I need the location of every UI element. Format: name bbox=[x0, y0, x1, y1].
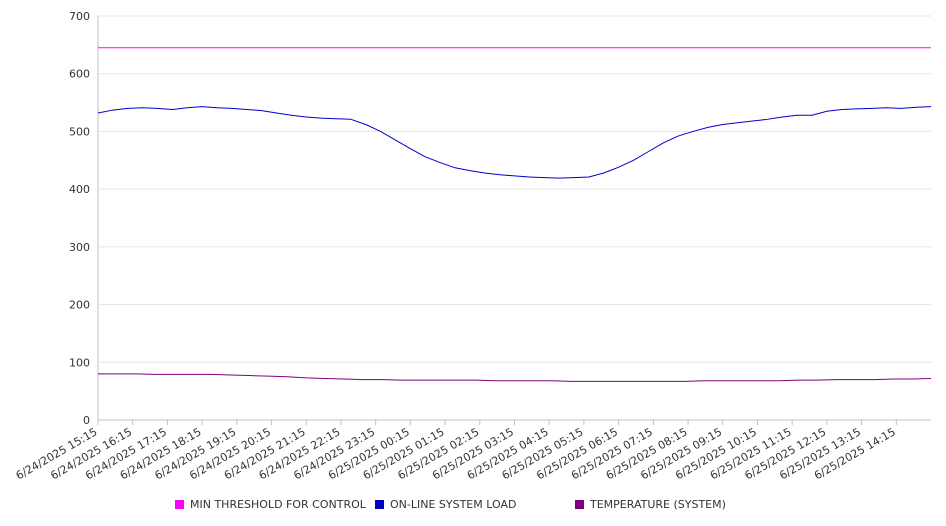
y-tick-label: 100 bbox=[69, 356, 90, 369]
axes bbox=[97, 16, 931, 421]
y-tick-label: 400 bbox=[69, 183, 90, 196]
y-axis-ticks: 0 100 200 300 400 500 600 700 bbox=[69, 10, 90, 427]
y-tick-label: 300 bbox=[69, 241, 90, 254]
series-line-2 bbox=[98, 373, 932, 382]
legend: MIN THRESHOLD FOR CONTROL ON-LINE SYSTEM… bbox=[0, 498, 946, 514]
y-tick-label: 200 bbox=[69, 299, 90, 312]
legend-swatch-icon bbox=[375, 500, 384, 509]
legend-label: TEMPERATURE (SYSTEM) bbox=[590, 498, 726, 511]
series-line-1 bbox=[97, 106, 932, 179]
grid-lines bbox=[98, 15, 931, 363]
x-axis-ticks: 6/24/2025 15:156/24/2025 16:156/24/2025 … bbox=[14, 420, 898, 482]
legend-item-min-threshold: MIN THRESHOLD FOR CONTROL bbox=[175, 498, 366, 511]
legend-item-system-load: ON-LINE SYSTEM LOAD bbox=[375, 498, 516, 511]
y-tick-label: 600 bbox=[69, 68, 90, 81]
legend-swatch-icon bbox=[575, 500, 584, 509]
y-tick-label: 700 bbox=[69, 10, 90, 23]
legend-item-temperature: TEMPERATURE (SYSTEM) bbox=[575, 498, 726, 511]
legend-swatch-icon bbox=[175, 500, 184, 509]
legend-label: MIN THRESHOLD FOR CONTROL bbox=[190, 498, 366, 511]
y-tick-label: 500 bbox=[69, 125, 90, 138]
legend-label: ON-LINE SYSTEM LOAD bbox=[390, 498, 517, 511]
series-lines bbox=[97, 47, 932, 382]
y-tick-label: 0 bbox=[83, 414, 90, 427]
